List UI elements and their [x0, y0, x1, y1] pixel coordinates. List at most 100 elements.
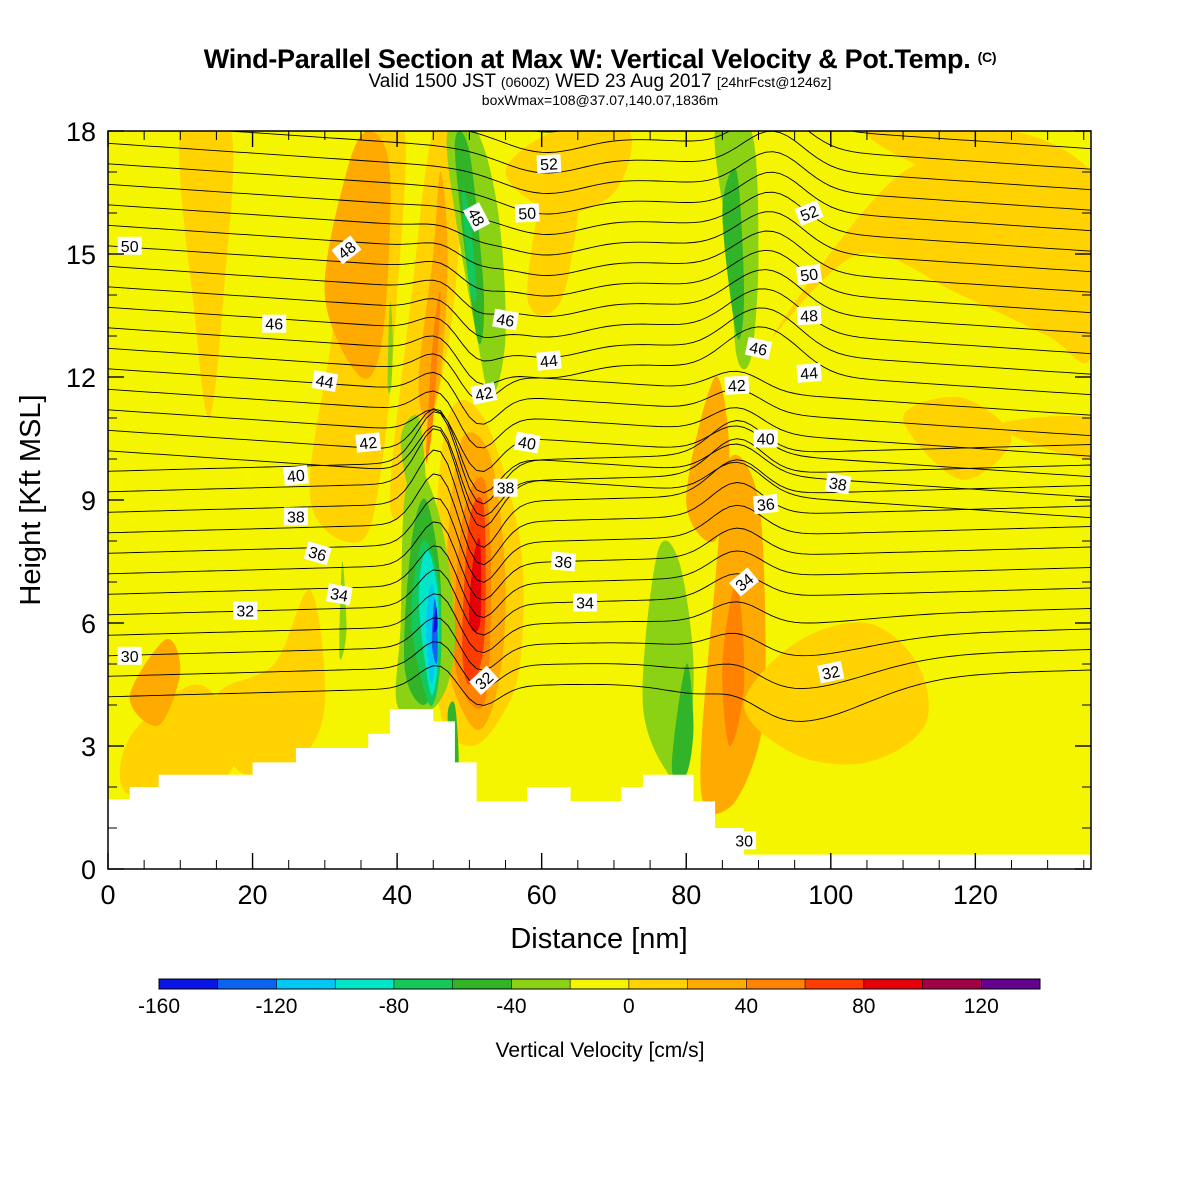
contour-label-text: 48 [800, 308, 819, 326]
contour-label: 34 [573, 593, 597, 613]
chart-subtitle: Valid 1500 JST (0600Z) WED 23 Aug 2017 [… [0, 71, 1200, 93]
theta-isoline [108, 0, 1091, 67]
contour-label-text: 44 [314, 373, 335, 393]
x-tick-label: 20 [238, 880, 268, 910]
theta-isoline [108, 408, 1091, 498]
x-axis-label: Distance [nm] [510, 923, 687, 955]
contour-label: 50 [795, 263, 823, 286]
contour-label-box [283, 507, 308, 526]
colorbar-swatch [922, 979, 982, 989]
box-info: boxWmax=108@37.07,140.07,1836m [481, 92, 719, 108]
contour-label-text: 48 [464, 206, 487, 230]
velocity-region [324, 131, 391, 379]
theta-isoline [108, 449, 1091, 548]
theta-isoline [108, 20, 1091, 87]
theta-isoline [108, 265, 1091, 334]
colorbar-swatch [452, 979, 512, 989]
theta-isoline [108, 61, 1091, 128]
theta-isoline [108, 665, 1091, 722]
contour-label-box [117, 646, 142, 665]
contour-label-box [325, 583, 353, 606]
velocity-region [462, 188, 477, 303]
contour-label-text: 34 [576, 596, 594, 613]
contour-label-text: 30 [735, 833, 753, 850]
colorbar-frame [158, 978, 1041, 990]
contour-label-box [573, 593, 597, 612]
copyright-mark: (C) [977, 49, 997, 65]
colorbar-tick-label: -80 [379, 995, 409, 1018]
contour-label-text: 30 [121, 649, 139, 666]
contour-label-box [470, 382, 498, 405]
y-axis-label: Height [Kft MSL] [15, 394, 47, 605]
theta-isoline [108, 326, 1091, 396]
contour-label: 44 [311, 370, 339, 393]
contour-label-box [262, 314, 287, 333]
contour-label-box [233, 601, 258, 620]
potential-temperature-contours [108, 0, 1091, 722]
x-tick-label: 100 [808, 880, 853, 910]
x-axis: 0 20 40 60 80 100 120 [100, 131, 1085, 910]
theta-isoline [108, 41, 1091, 108]
contour-label-text: 52 [540, 156, 559, 174]
colorbar-swatch [217, 979, 277, 989]
theta-isoline [108, 368, 1091, 437]
colorbar-swatch [981, 979, 1041, 989]
theta-isoline [108, 0, 1091, 46]
colorbar-tick-label: 40 [735, 995, 758, 1018]
theta-isoline [108, 617, 1091, 671]
theta-isoline [108, 347, 1091, 416]
contour-label-box [463, 202, 491, 232]
contour-label-box [311, 370, 339, 393]
contour-label: 42 [355, 432, 382, 453]
contour-label: 48 [796, 305, 822, 326]
y-tick-label: 0 [81, 855, 96, 885]
forecast-info: [24hrFcst@1246z] [716, 74, 832, 90]
contour-label-box [513, 431, 541, 454]
colorbar-swatch [687, 979, 747, 989]
contour-label: 50 [117, 236, 142, 256]
colorbar-tick-label: -40 [496, 995, 526, 1018]
contour-label-text: 50 [518, 206, 537, 224]
theta-isoline [108, 425, 1091, 519]
velocity-region [433, 606, 438, 633]
contour-label: 44 [796, 362, 822, 384]
contour-label-box [536, 350, 562, 371]
contour-label-box [492, 308, 519, 331]
velocity-region [722, 581, 745, 747]
contour-label-text: 50 [121, 239, 139, 256]
contour-label: 42 [724, 375, 750, 396]
theta-isoline [466, 131, 1091, 170]
colorbar-label: Vertical Velocity [cm/s] [496, 1039, 705, 1062]
y-tick-label: 6 [81, 609, 96, 639]
x-tick-label: 80 [671, 880, 701, 910]
velocity-region [129, 638, 181, 727]
contour-label: 38 [824, 472, 852, 495]
contour-label: 34 [325, 583, 353, 606]
colorbar-swatch [276, 979, 336, 989]
contour-label-box [355, 432, 382, 453]
contour-label: 36 [550, 551, 577, 572]
contour-label: 30 [732, 831, 757, 850]
contour-label-box [753, 429, 778, 448]
contour-label-text: 46 [495, 311, 516, 331]
theta-isoline [108, 497, 1091, 583]
colorbar-swatch [746, 979, 806, 989]
contour-labels: 52 50 48 50 48 46 46 44 44 42 42 40 40 38 38 36 36 34 34 32… [117, 154, 852, 850]
contour-label-box [752, 493, 779, 515]
contour-label-text: 36 [306, 544, 328, 565]
x-tick-label: 0 [100, 880, 115, 910]
contour-label-text: 38 [287, 509, 305, 526]
contour-label-text: 32 [821, 663, 842, 683]
contour-label: 30 [117, 646, 142, 666]
y-tick-label: 9 [81, 486, 96, 516]
velocity-region [744, 622, 929, 765]
theta-isoline [108, 593, 1091, 654]
velocity-region [215, 589, 326, 776]
theta-isoline [108, 388, 1091, 457]
contour-label: 46 [262, 314, 287, 334]
contour-label-text: 40 [286, 467, 306, 486]
velocity-region [178, 131, 234, 419]
colorbar-tick-label: 120 [964, 995, 999, 1018]
contour-label-box [550, 551, 577, 572]
